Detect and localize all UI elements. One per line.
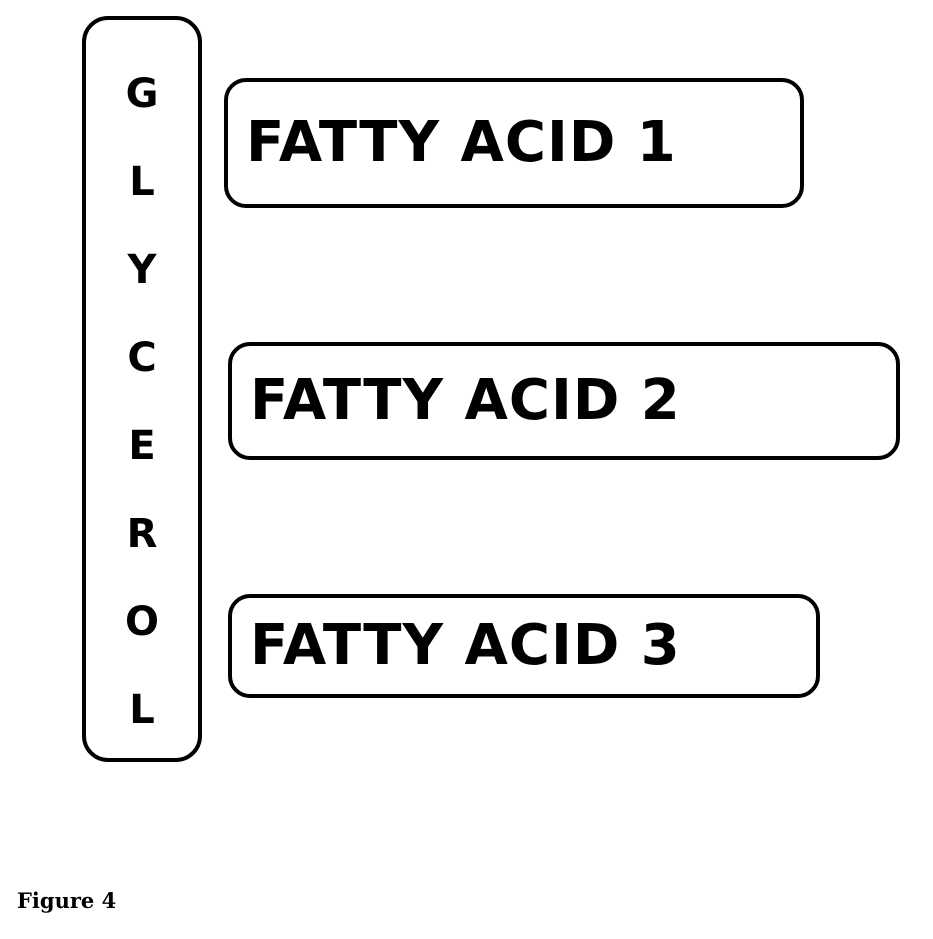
fatty-acid-3-box: FATTY ACID 3 (228, 594, 820, 698)
glycerol-letter: L (129, 687, 155, 733)
glycerol-letter: G (125, 71, 159, 117)
glycerol-letter: L (129, 159, 155, 205)
glycerol-letter: C (127, 335, 157, 381)
triglyceride-diagram: G L Y C E R O L FATTY ACID 1 FATTY ACID … (82, 16, 900, 762)
fatty-acid-2-box: FATTY ACID 2 (228, 342, 900, 460)
fatty-acid-2-label: FATTY ACID 2 (250, 368, 681, 433)
fatty-acid-3-label: FATTY ACID 3 (250, 613, 681, 678)
glycerol-backbone: G L Y C E R O L (82, 16, 202, 762)
fatty-acid-1-label: FATTY ACID 1 (246, 110, 677, 175)
glycerol-letter: Y (127, 247, 157, 293)
glycerol-letter: R (126, 511, 158, 557)
glycerol-label: G L Y C E R O L (86, 74, 198, 778)
glycerol-letter: O (124, 599, 159, 645)
figure-caption: Figure 4 (17, 888, 117, 913)
glycerol-letter: E (128, 423, 156, 469)
fatty-acid-1-box: FATTY ACID 1 (224, 78, 804, 208)
